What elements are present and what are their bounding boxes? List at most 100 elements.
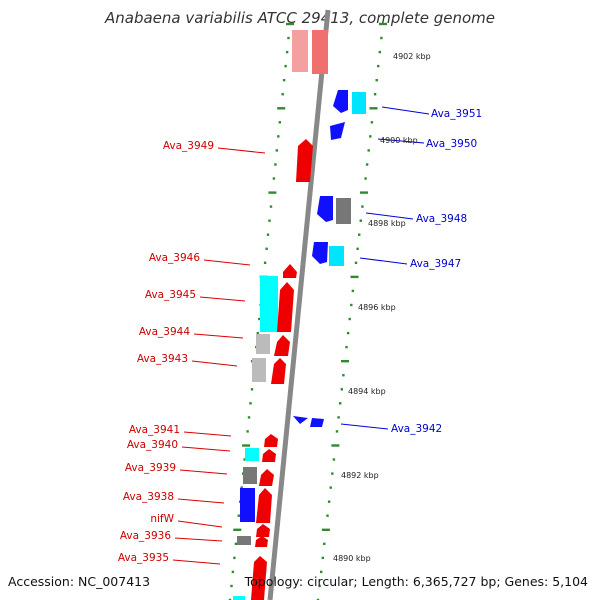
tick-mark bbox=[323, 542, 326, 545]
tick-mark bbox=[282, 79, 286, 82]
tick-mark bbox=[281, 93, 284, 96]
scale-label: 4894 kbp bbox=[348, 387, 386, 396]
gene-feature[interactable] bbox=[310, 418, 324, 427]
left-labels: Ava_3949 Ava_3946 Ava_3945 Ava_3944 Ava_… bbox=[118, 140, 266, 565]
gene-feature[interactable] bbox=[352, 92, 366, 114]
tick-mark bbox=[331, 444, 340, 447]
tick-mark bbox=[364, 177, 367, 180]
gene-label[interactable]: Ava_3951 bbox=[431, 108, 482, 120]
gene-feature[interactable] bbox=[293, 416, 308, 424]
tick-mark bbox=[375, 79, 378, 82]
tick-mark bbox=[230, 584, 233, 588]
gene-feature[interactable] bbox=[259, 469, 274, 486]
gene-label[interactable]: Ava_3938 bbox=[123, 491, 174, 503]
gene-feature[interactable] bbox=[256, 524, 270, 537]
gene-feature[interactable] bbox=[317, 196, 333, 222]
gene-feature[interactable] bbox=[262, 449, 276, 462]
gene-feature[interactable] bbox=[264, 434, 278, 447]
gene-feature[interactable] bbox=[333, 90, 348, 113]
gene-label[interactable]: Ava_3942 bbox=[391, 423, 442, 435]
gene-feature[interactable] bbox=[237, 536, 251, 545]
gene-feature[interactable] bbox=[283, 264, 297, 278]
tick-mark bbox=[361, 205, 364, 208]
gene-label[interactable]: Ava_3940 bbox=[127, 439, 178, 451]
tick-mark bbox=[268, 219, 271, 222]
gene-feature[interactable] bbox=[251, 556, 267, 600]
scale-label: 4892 kbp bbox=[341, 471, 379, 480]
gene-label[interactable]: Ava_3949 bbox=[163, 140, 214, 152]
tick-mark bbox=[356, 247, 359, 250]
gene-feature[interactable] bbox=[245, 448, 259, 461]
gene-label[interactable]: Ava_3946 bbox=[149, 252, 201, 264]
tick-mark bbox=[335, 430, 339, 433]
gene-label[interactable]: Ava_3939 bbox=[125, 462, 176, 474]
gene-label[interactable]: Ava_3935 bbox=[118, 552, 169, 564]
gene-label[interactable]: Ava_3941 bbox=[129, 424, 180, 436]
gene-feature[interactable] bbox=[292, 30, 308, 72]
tick-mark bbox=[354, 261, 358, 264]
genome-backbone bbox=[267, 9, 331, 600]
tick-mark bbox=[249, 402, 252, 405]
gene-label[interactable]: Ava_3945 bbox=[145, 289, 196, 301]
right-labels: Ava_3951 Ava_3950 Ava_3948 Ava_3947 Ava_… bbox=[340, 106, 482, 435]
right-tick-track bbox=[316, 22, 387, 600]
gene-feature[interactable] bbox=[271, 358, 286, 384]
gene-label[interactable]: Ava_3947 bbox=[410, 258, 461, 270]
tick-mark bbox=[263, 261, 267, 264]
gene-label[interactable]: Ava_3943 bbox=[137, 353, 188, 365]
tick-mark bbox=[365, 163, 369, 166]
tick-mark bbox=[369, 135, 372, 138]
tick-mark bbox=[231, 570, 235, 574]
tick-mark bbox=[360, 191, 368, 194]
tick-mark bbox=[358, 233, 361, 236]
tick-mark bbox=[285, 50, 289, 54]
tick-mark bbox=[332, 458, 336, 461]
gene-feature[interactable] bbox=[240, 488, 255, 522]
gene-feature[interactable] bbox=[260, 276, 278, 332]
tick-mark bbox=[327, 500, 331, 503]
tick-mark bbox=[275, 149, 278, 152]
scale-label: 4896 kbp bbox=[358, 303, 396, 312]
gene-feature[interactable] bbox=[233, 596, 245, 600]
gene-label[interactable]: nifW bbox=[150, 513, 174, 525]
tick-mark bbox=[341, 360, 349, 363]
tick-mark bbox=[351, 289, 355, 293]
gene-label[interactable]: Ava_3948 bbox=[416, 213, 467, 225]
gene-label[interactable]: Ava_3936 bbox=[120, 530, 172, 542]
tick-mark bbox=[234, 542, 238, 545]
tick-mark bbox=[258, 317, 261, 321]
tick-mark bbox=[373, 93, 377, 96]
gene-feature[interactable] bbox=[256, 334, 270, 354]
gene-feature[interactable] bbox=[252, 358, 266, 382]
tick-mark bbox=[247, 416, 251, 419]
gene-feature[interactable] bbox=[243, 467, 257, 484]
gene-feature[interactable] bbox=[330, 122, 345, 140]
tick-mark bbox=[321, 528, 330, 531]
tick-mark bbox=[228, 598, 232, 600]
tick-mark bbox=[242, 444, 251, 447]
gene-feature[interactable] bbox=[277, 282, 294, 332]
tick-mark bbox=[345, 345, 348, 349]
gene-feature[interactable] bbox=[312, 30, 328, 74]
tick-mark bbox=[266, 233, 270, 236]
tick-mark bbox=[348, 317, 351, 321]
topology-text: Topology: circular; Length: 6,365,727 bp… bbox=[244, 574, 588, 589]
tick-mark bbox=[342, 374, 345, 377]
gene-feature[interactable] bbox=[255, 536, 268, 547]
gene-feature[interactable] bbox=[329, 246, 344, 266]
gene-feature[interactable] bbox=[336, 198, 351, 224]
tick-mark bbox=[284, 64, 287, 68]
tick-mark bbox=[256, 331, 259, 335]
tick-mark bbox=[237, 514, 240, 517]
gene-feature[interactable] bbox=[296, 139, 313, 182]
tick-mark bbox=[240, 486, 243, 489]
tick-mark bbox=[350, 303, 353, 307]
accession-text: Accession: NC_007413 bbox=[8, 574, 151, 589]
gene-feature[interactable] bbox=[274, 335, 290, 356]
tick-mark bbox=[329, 486, 332, 489]
gene-label[interactable]: Ava_3950 bbox=[426, 138, 477, 150]
gene-feature[interactable] bbox=[256, 488, 272, 523]
gene-feature[interactable] bbox=[312, 242, 328, 264]
gene-label[interactable]: Ava_3944 bbox=[139, 326, 191, 338]
tick-mark bbox=[243, 458, 246, 461]
